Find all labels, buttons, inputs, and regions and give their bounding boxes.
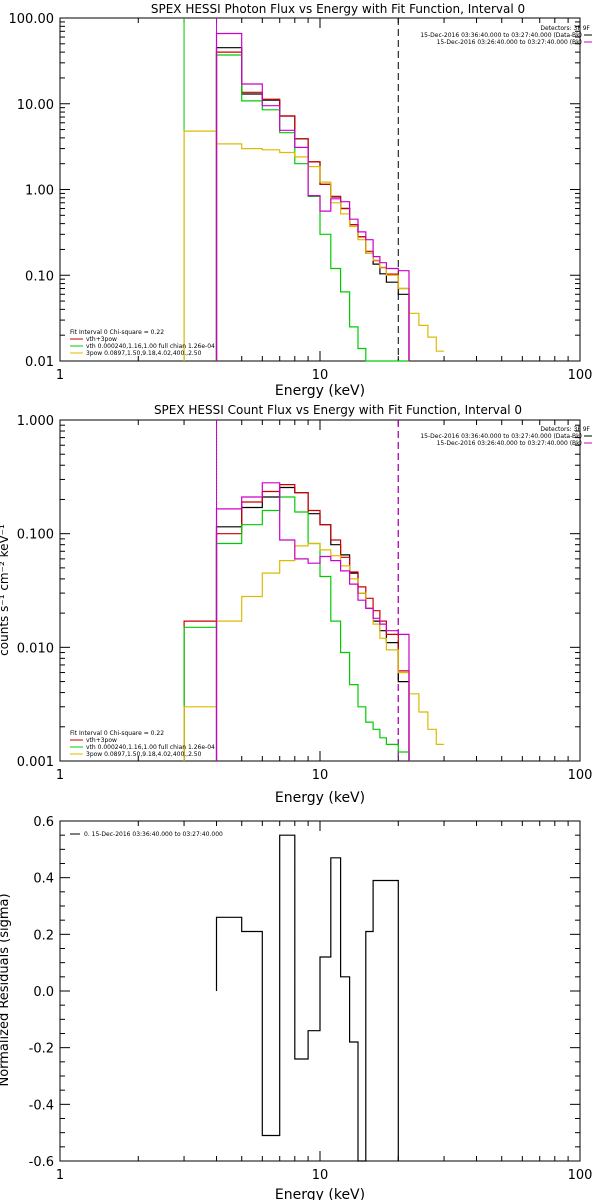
count-flux-x-tick-label: 100 [568, 768, 593, 783]
count-flux-series [183, 482, 445, 761]
residuals-y-tick-label: -0.2 [29, 1042, 54, 1057]
residuals-y-tick-label: -0.4 [29, 1098, 54, 1113]
photon-flux-legend-detectors: Detectors: 3F 9F [540, 25, 590, 32]
photon-flux-x-tick-label: 100 [568, 368, 593, 383]
residuals-y-tick-label: 0.0 [33, 985, 54, 1000]
residuals-ticks: 1 10 100 -0.6 -0.4 -0.2 0.0 0.2 0.4 0.6 [29, 815, 593, 1183]
count-flux-legend-total: vth+3pow [86, 737, 117, 744]
residuals-y-tick-label: 0.4 [33, 872, 54, 887]
count-flux-x-tick-label: 1 [56, 768, 64, 783]
residuals-x-tick-label: 10 [312, 1168, 329, 1183]
residuals-legend-label: 0. 15-Dec-2016 03:36:40.000 to 03:27:40.… [84, 831, 223, 838]
photon-flux-x-tick-label: 1 [56, 368, 64, 383]
count-flux-x-tick-label: 10 [312, 768, 329, 783]
count-flux-ticks: 1 10 100 0.001 0.010 0.100 1.000 [17, 414, 593, 783]
residuals-y-axis-label: Normalized Residuals (sigma) [0, 893, 12, 1086]
residuals-y-tick-label: -0.6 [29, 1155, 54, 1170]
photon-flux-legend-3pow: 3pow 0.0897,1.50,9.18,4.02,400.,2.50 [86, 350, 202, 357]
photon-flux-series [183, 32, 445, 362]
count-flux-legend-data-bk: 15-Dec-2016 03:36:40.000 to 03:27:40.000… [420, 433, 582, 440]
photon-flux-panel: SPEX HESSI Photon Flux vs Energy with Fi… [9, 2, 593, 399]
photon-flux-legend-vth: vth 0.000240,1.16,1.00 full chian 1.26e-… [86, 343, 215, 350]
photon-flux-title: SPEX HESSI Photon Flux vs Energy with Fi… [151, 2, 525, 16]
photon-flux-x-tick-label: 10 [312, 368, 329, 383]
photon-flux-y-tick-label: 0.01 [25, 355, 54, 370]
residuals-y-tick-label: 0.2 [33, 928, 54, 943]
count-flux-series-background [215, 482, 410, 761]
residuals-x-tick-label: 1 [56, 1168, 64, 1183]
count-flux-legend-bottom: Fit Interval 0 Chi-square = 0.22 vth+3po… [70, 730, 215, 758]
count-flux-legend-detectors: Detectors: 3F 9F [540, 426, 590, 433]
count-flux-y-tick-label: 0.010 [17, 641, 54, 656]
photon-flux-legend-data-bk: 15-Dec-2016 03:36:40.000 to 03:27:40.000… [420, 32, 582, 39]
residuals-legend: 0. 15-Dec-2016 03:36:40.000 to 03:27:40.… [70, 831, 223, 838]
photon-flux-legend-bk: 15-Dec-2016 03:26:40.000 to 03:27:40.000… [437, 39, 582, 46]
residuals-panel: Normalized Residuals (sigma) 1 10 100 -0.6 -… [0, 815, 592, 1200]
photon-flux-legend-bottom: Fit Interval 0 Chi-square = 0.22 vth+3po… [70, 329, 215, 357]
count-flux-x-axis-label: Energy (keV) [275, 790, 365, 806]
photon-flux-legend-fit: Fit Interval 0 Chi-square = 0.22 [70, 329, 164, 336]
count-flux-legend-top: Detectors: 3F 9F 15-Dec-2016 03:36:40.00… [420, 426, 592, 447]
count-flux-y-tick-label: 1.000 [17, 414, 54, 429]
count-flux-y-axis-label: counts s⁻¹ cm⁻² keV⁻¹ [0, 524, 11, 656]
photon-flux-y-tick-label: 100.00 [9, 12, 55, 27]
residuals-series-0-15-dec-2016-03-36-40-000-to-03-27-40-000 [215, 834, 399, 1162]
residuals-x-tick-label: 100 [568, 1168, 593, 1183]
photon-flux-y-tick-label: 1.00 [25, 184, 54, 199]
photon-flux-x-axis-label: Energy (keV) [275, 383, 365, 399]
count-flux-series-vth [183, 496, 410, 761]
photon-flux-legend-top: Detectors: 3F 9F 15-Dec-2016 03:36:40.00… [420, 25, 592, 46]
count-flux-series-vth-3pow [183, 484, 410, 761]
count-flux-panel: SPEX HESSI Count Flux vs Energy with Fit… [0, 403, 592, 806]
photon-flux-ticks: 1 10 100 0.01 0.10 1.00 10.00 100.00 [9, 12, 593, 383]
photon-flux-legend-total: vth+3pow [86, 336, 117, 343]
residuals-series [215, 834, 399, 1162]
count-flux-title: SPEX HESSI Count Flux vs Energy with Fit… [154, 403, 522, 417]
photon-flux-series-vth [215, 54, 409, 362]
count-flux-legend-bk: 15-Dec-2016 03:26:40.000 to 03:27:40.000… [437, 440, 582, 447]
count-flux-legend-fit: Fit Interval 0 Chi-square = 0.22 [70, 730, 164, 737]
residuals-y-tick-label: 0.6 [33, 815, 54, 830]
count-flux-legend-3pow: 3pow 0.0897,1.50,9.18,4.02,400.,2.50 [86, 751, 202, 758]
count-flux-y-tick-label: 0.100 [17, 528, 54, 543]
residuals-x-axis-label: Energy (keV) [275, 1187, 365, 1200]
photon-flux-y-tick-label: 0.10 [25, 269, 54, 284]
photon-flux-y-tick-label: 10.00 [17, 98, 54, 113]
count-flux-legend-vth: vth 0.000240,1.16,1.00 full chian 1.26e-… [86, 744, 215, 751]
count-flux-y-tick-label: 0.001 [17, 755, 54, 770]
photon-flux-series-background [215, 32, 410, 361]
